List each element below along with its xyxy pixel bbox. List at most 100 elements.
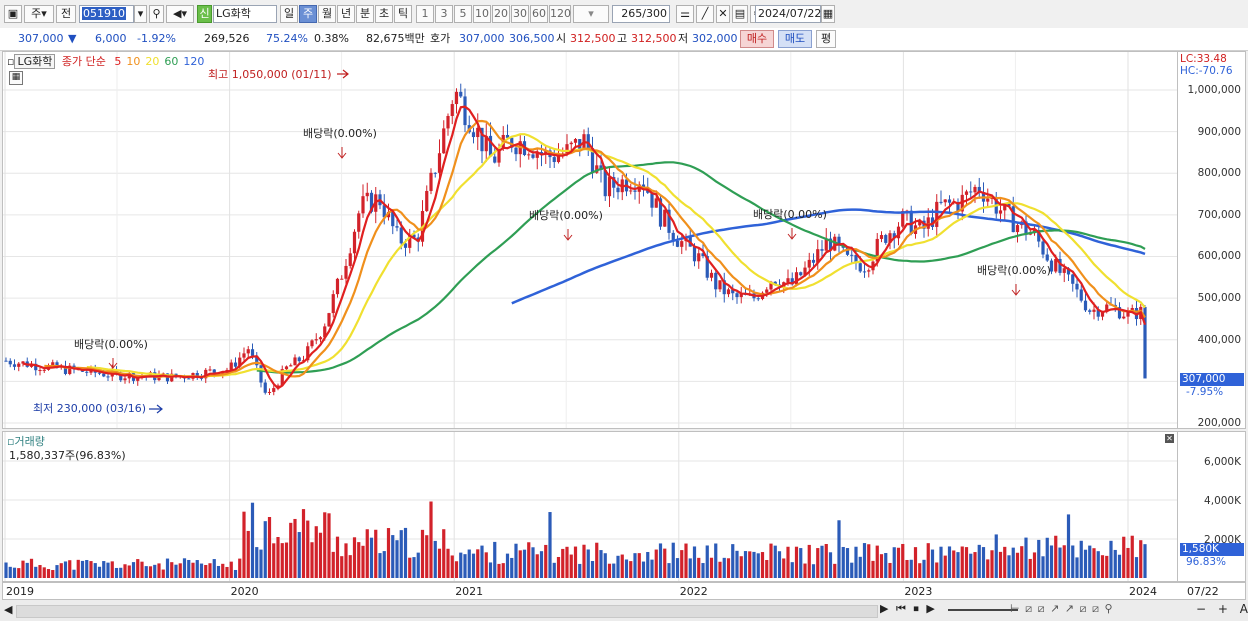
volume-bar [331,551,335,578]
code-value: 051910 [82,7,126,20]
low-label: 저 [678,32,689,45]
volume-bar [1015,552,1020,578]
candle-body [425,190,429,212]
volume-bar [901,543,905,578]
speaker-icon[interactable]: ◀▾ [166,5,194,23]
candle-body [85,371,89,373]
avg-button[interactable]: 평 [816,30,836,48]
period-tab-3[interactable]: 년 [337,5,355,23]
interval-button-0[interactable]: 1 [416,5,434,23]
candle-body [259,365,263,383]
volume-bar [437,548,442,578]
zoom-buttons[interactable]: − + A [1196,602,1248,616]
save-icon[interactable]: ▤ [732,5,748,23]
zoom-slider[interactable] [948,609,1018,611]
sell-button[interactable]: 매도 [778,30,812,48]
volume-bar [174,564,178,578]
volume-bar [1054,535,1058,578]
candle-body [1062,268,1066,273]
volume-bar [195,560,199,578]
cross-icon[interactable]: ✕ [716,5,730,23]
interval-button-6[interactable]: 60 [530,5,548,23]
candle-body [284,366,289,370]
buy-button[interactable]: 매수 [740,30,774,48]
window-icon[interactable]: ▣ [4,5,22,23]
candle-body [544,150,548,154]
volume-bar [556,556,561,578]
volume-bar [102,561,106,578]
playback-controls[interactable]: ▶ ⏮ ⏹ ▶ [880,602,937,615]
candle-body [718,280,722,290]
period-tab-1[interactable]: 주 [299,5,317,23]
candle-body [238,357,242,367]
count-field[interactable]: 265/300 [612,5,670,23]
candle-body [714,272,718,290]
volume-bar [637,553,641,578]
market-select[interactable]: 주▾ [24,5,54,23]
drawing-tools[interactable]: ⊢ ⧄ ⧄ ↗ ↗ ⧄ ⧄ ⚲ [1010,602,1114,615]
close-pane-icon[interactable]: ✕ [1165,434,1174,443]
volume-bar [875,545,879,578]
price-chart-pane[interactable]: 최고 1,050,000 (01/11) 최저 230,000 (03/16) 배당… [2,51,1178,429]
volume-bar [212,559,216,578]
legend-ma-0: 5 [114,55,122,68]
volume-bar [1130,535,1134,578]
search-icon[interactable]: ⚲ [149,5,164,23]
candle-body [926,217,930,229]
code-dropdown-icon[interactable]: ▾ [134,5,147,23]
volume-bar [739,556,743,578]
draw-line-icon[interactable]: ╱ [696,5,714,23]
prev-button[interactable]: 전 [56,5,76,23]
price-chart[interactable]: 최고 1,050,000 (01/11) 최저 230,000 (03/16) 배당… [3,52,1177,428]
volume-bar [276,536,280,578]
date-field[interactable]: 2024/07/22 [755,5,821,23]
period-tab-5[interactable]: 초 [375,5,393,23]
volume-bar [450,555,454,578]
candle-body [527,154,531,156]
volume-bar [709,557,714,578]
interval-button-3[interactable]: 10 [473,5,491,23]
period-tab-4[interactable]: 분 [356,5,374,23]
volume-bar [939,546,943,578]
volume-bar [688,558,692,578]
period-tab-6[interactable]: 틱 [394,5,412,23]
grid-settings-icon[interactable]: ▦ [9,71,23,85]
candle-icon[interactable]: ⚌ [676,5,694,23]
candle-body [12,364,17,367]
candle-body [1096,309,1100,317]
interval-button-2[interactable]: 5 [454,5,472,23]
code-input[interactable]: 051910 [79,5,134,23]
volume-bar [263,521,267,578]
calendar-icon[interactable]: ▦ [821,5,835,23]
volume-chart[interactable] [3,432,1177,581]
volume-bar [650,559,654,578]
candle-body [306,346,310,361]
volume-bar [1122,536,1126,578]
date-axis: 2019 2020 2021 2022 2023 2024 07/22 [2,582,1246,600]
volume-bar [969,553,973,578]
interval-button-1[interactable]: 3 [435,5,453,23]
volume-bar [612,563,616,578]
candle-body [667,209,671,233]
period-tab-2[interactable]: 월 [318,5,336,23]
interval-button-5[interactable]: 30 [511,5,529,23]
candle-body [871,261,875,271]
volume-bar [1020,546,1024,578]
volume-bar [905,559,909,578]
interval-button-7[interactable]: 120 [549,5,571,23]
volume-chart-pane[interactable]: ▫거래량 1,580,337주(96.83%) ✕ [2,431,1178,582]
stock-name-field[interactable]: LG화학 [213,5,277,23]
volume-bar [1049,545,1054,578]
dividend-arrow-4-icon [787,228,797,240]
horizontal-scrollbar[interactable] [16,605,878,618]
period-tab-0[interactable]: 일 [280,5,298,23]
volume-bar [1075,557,1079,578]
candle-body [705,256,709,278]
lc-label: LC:33.48 [1180,53,1227,65]
volume-bar [697,557,701,578]
volume-bar [408,557,412,578]
scroll-left-icon[interactable]: ◀ [4,603,13,616]
interval-button-4[interactable]: 20 [492,5,510,23]
volume-bar [8,566,12,578]
interval-dropdown[interactable]: ▾ [573,5,609,23]
